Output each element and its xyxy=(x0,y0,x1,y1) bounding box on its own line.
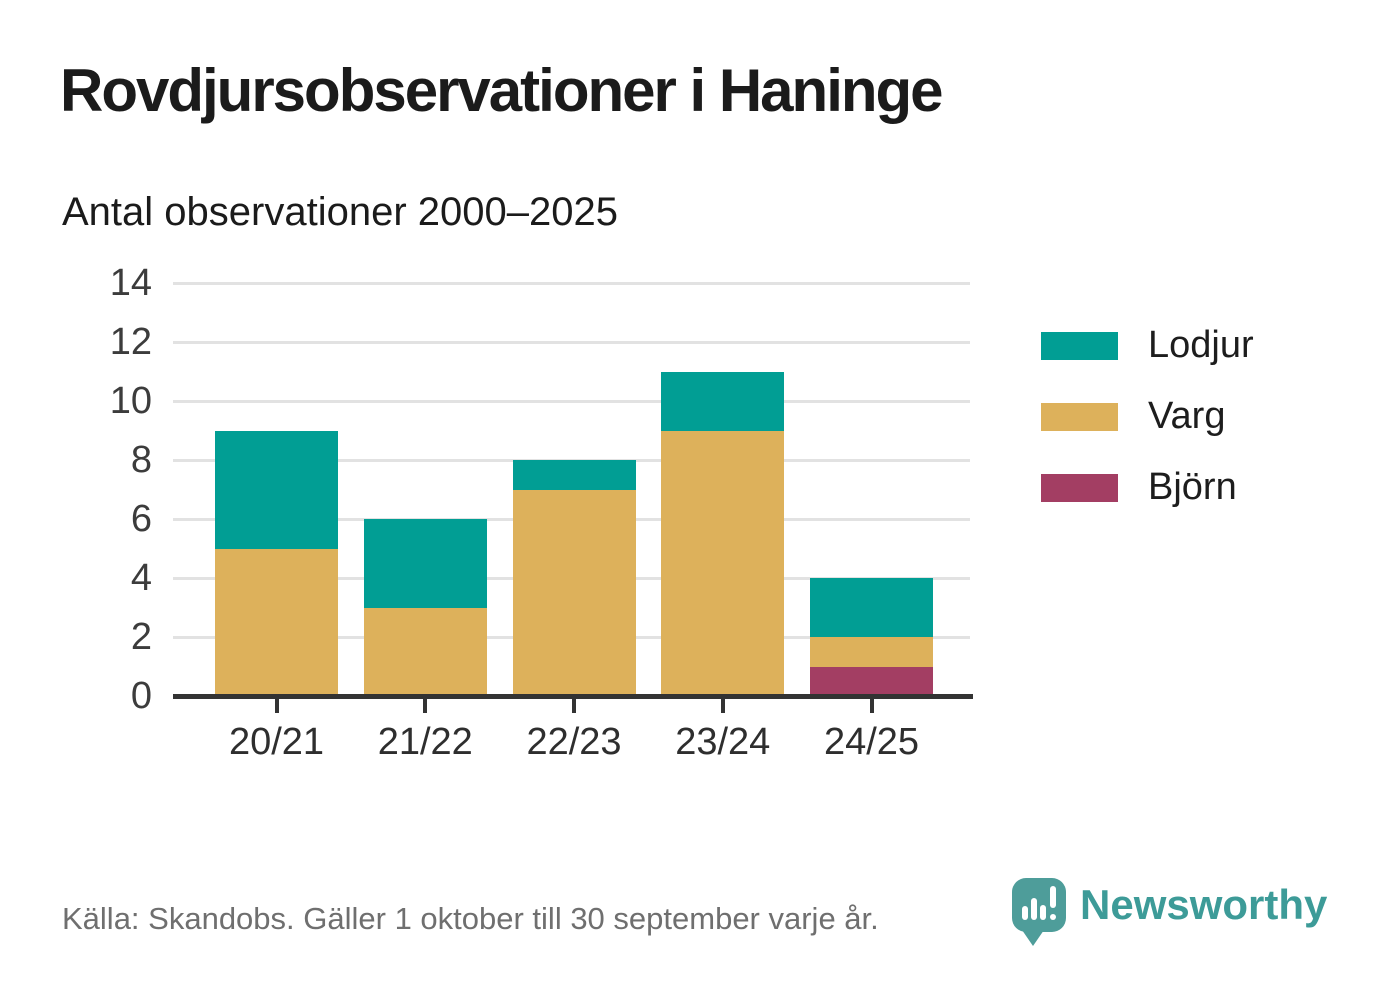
y-axis-tick-label: 4 xyxy=(130,557,152,599)
x-axis-tick-label: 21/22 xyxy=(377,721,473,763)
logo-chart-bar-icon xyxy=(1022,906,1028,920)
legend-label: Lodjur xyxy=(1148,324,1254,366)
x-axis-tick xyxy=(572,698,576,713)
x-axis-tick xyxy=(720,698,725,713)
newsworthy-logo: Newsworthy xyxy=(1012,878,1328,946)
bar-segment-varg xyxy=(661,430,785,696)
legend-swatch xyxy=(1041,402,1118,431)
bar-segment-varg xyxy=(512,489,636,696)
legend-swatch xyxy=(1041,331,1118,360)
y-axis-tick-label: 0 xyxy=(130,675,152,717)
x-axis-tick xyxy=(869,698,874,713)
logo-exclamation-dot xyxy=(1050,914,1056,920)
legend-label: Björn xyxy=(1148,466,1237,508)
x-axis-tick-label: 23/24 xyxy=(675,721,771,763)
legend-item-lodjur: Lodjur xyxy=(1041,324,1254,367)
newsworthy-logo-icon xyxy=(1012,878,1066,946)
x-axis-tick xyxy=(423,698,428,713)
x-axis-line xyxy=(173,694,973,699)
logo-chart-bar-icon xyxy=(1040,905,1046,920)
bar-segment-björn xyxy=(810,666,933,696)
gridline xyxy=(173,340,970,344)
chart-subtitle: Antal observationer 2000–2025 xyxy=(62,190,618,234)
legend-item-björn: Björn xyxy=(1041,466,1254,509)
bar-segment-lodjur xyxy=(661,371,785,431)
y-axis-tick-label: 12 xyxy=(109,321,152,363)
y-axis-tick-label: 8 xyxy=(130,439,152,481)
legend-label: Varg xyxy=(1148,395,1226,437)
x-axis-tick-label: 22/23 xyxy=(526,721,622,763)
logo-chart-bar-icon xyxy=(1031,898,1037,920)
gridline xyxy=(173,281,970,285)
y-axis-tick-label: 6 xyxy=(130,498,152,540)
gridline xyxy=(173,399,970,403)
x-axis-tick xyxy=(274,698,279,713)
source-note: Källa: Skandobs. Gäller 1 oktober till 3… xyxy=(62,901,879,936)
legend-item-varg: Varg xyxy=(1041,395,1254,438)
logo-speech-bubble xyxy=(1012,878,1066,932)
y-axis-tick-label: 14 xyxy=(109,262,152,304)
chart-title: Rovdjursobservationer i Haninge xyxy=(60,57,944,124)
bar-segment-varg xyxy=(215,548,338,696)
logo-exclamation-icon xyxy=(1050,886,1056,908)
bar-segment-lodjur xyxy=(810,578,933,637)
x-axis-tick-label: 24/25 xyxy=(823,721,920,763)
logo-speech-bubble-tail xyxy=(1022,930,1044,946)
newsworthy-logo-text: Newsworthy xyxy=(1080,881,1328,928)
legend-swatch xyxy=(1041,473,1118,502)
bar-segment-lodjur xyxy=(363,519,487,608)
y-axis-tick-label: 2 xyxy=(130,616,152,658)
bar-segment-lodjur xyxy=(512,460,636,490)
x-axis-tick-label: 20/21 xyxy=(228,721,325,763)
legend: Lodjur Varg Björn xyxy=(1041,324,1254,537)
bar-segment-varg xyxy=(363,607,487,696)
bar-segment-varg xyxy=(810,637,933,667)
bar-segment-lodjur xyxy=(215,430,338,549)
y-axis-tick-label: 10 xyxy=(109,380,152,422)
